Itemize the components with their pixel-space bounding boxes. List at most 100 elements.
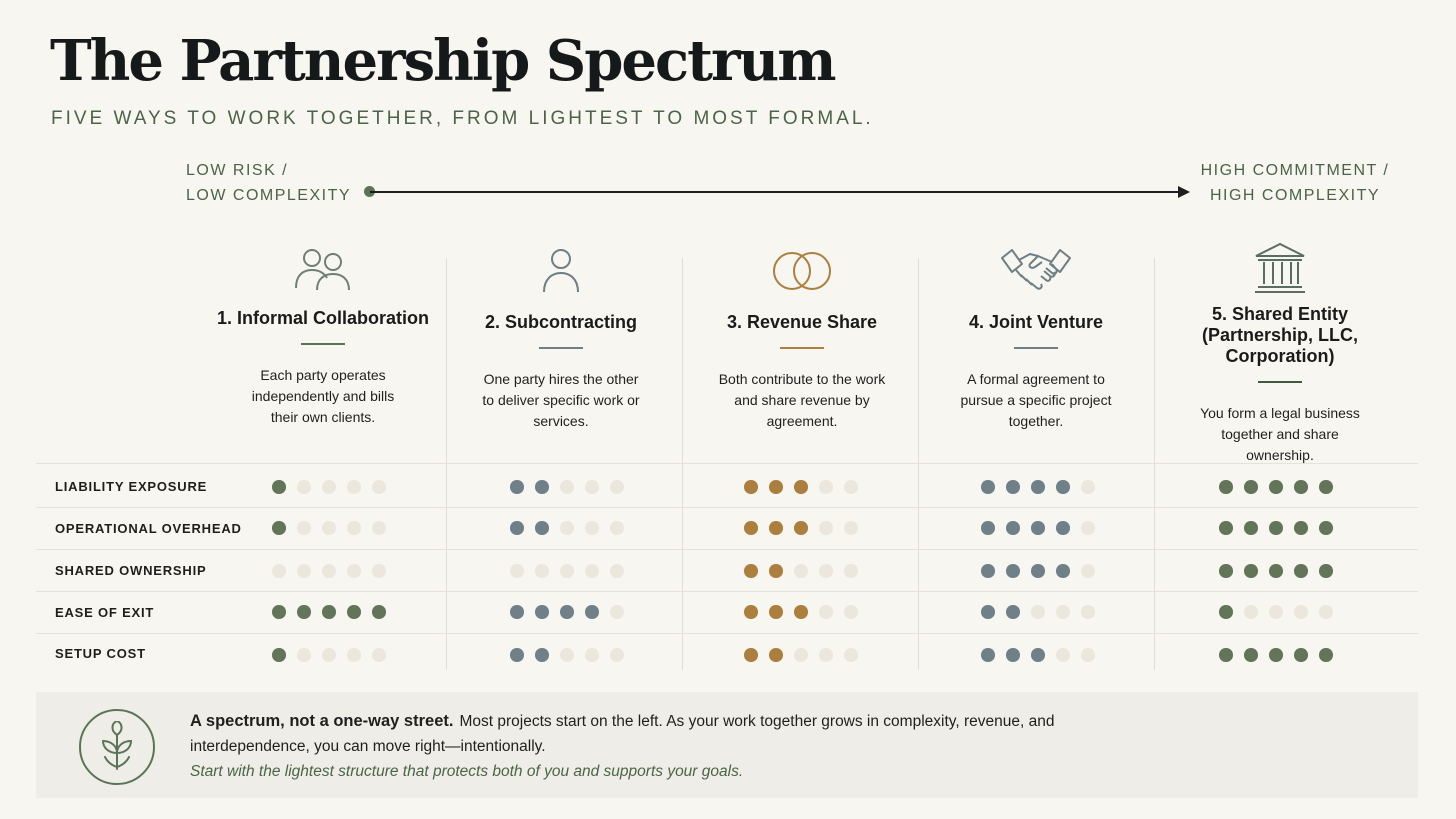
rating-dot-filled <box>744 521 758 535</box>
rating-dot-empty <box>272 564 286 578</box>
rating-dot-empty <box>560 521 574 535</box>
rating-dot-filled <box>585 605 599 619</box>
rating-dot-filled <box>1319 521 1333 535</box>
rating-dot-filled <box>1244 564 1258 578</box>
rating-dot-filled <box>769 521 783 535</box>
rating-dot-filled <box>510 648 524 662</box>
row-divider <box>36 507 1418 508</box>
rating-dot-filled <box>1269 480 1283 494</box>
callout-body: Most projects start on the left. As your… <box>190 713 1055 755</box>
column-title: 4. Joint Venture <box>968 312 1104 332</box>
rating-dots <box>981 480 1095 494</box>
rating-dot-filled <box>272 521 286 535</box>
axis-left-label: LOW RISK / LOW COMPLEXITY <box>186 158 351 208</box>
rating-dots <box>1219 564 1333 578</box>
column-divider <box>682 258 683 670</box>
rating-dot-empty <box>560 480 574 494</box>
rating-dot-empty <box>844 648 858 662</box>
rating-dots <box>1219 648 1333 662</box>
rating-dots <box>510 564 624 578</box>
rating-dot-filled <box>1294 480 1308 494</box>
rating-dot-filled <box>1006 564 1020 578</box>
rating-dot-empty <box>819 605 833 619</box>
rating-dot-filled <box>981 564 995 578</box>
rating-dot-filled <box>794 480 808 494</box>
column-title: 2. Subcontracting <box>484 312 637 332</box>
rating-dot-empty <box>819 480 833 494</box>
column-shared-entity: 5. Shared Entity (Partnership, LLC, Corp… <box>1162 242 1398 466</box>
column-rule <box>1258 381 1302 383</box>
rating-dot-filled <box>1319 564 1333 578</box>
row-label-ease-of-exit: EASE OF EXIT <box>55 605 155 620</box>
axis-line <box>370 191 1182 193</box>
rating-dot-filled <box>769 564 783 578</box>
rating-dot-filled <box>1269 564 1283 578</box>
rating-dot-filled <box>769 480 783 494</box>
column-description: Each party operates independently and bi… <box>251 367 395 425</box>
rating-dot-filled <box>744 564 758 578</box>
axis-arrowhead <box>1178 186 1190 198</box>
rating-dots <box>272 605 386 619</box>
rating-dot-empty <box>610 605 624 619</box>
rating-dot-empty <box>585 480 599 494</box>
rating-dot-empty <box>610 480 624 494</box>
column-subcontracting: 2. Subcontracting One party hires the ot… <box>443 242 679 432</box>
rating-dot-filled <box>272 605 286 619</box>
rating-dot-empty <box>297 648 311 662</box>
rating-dot-filled <box>1219 605 1233 619</box>
column-description: A formal agreement to pursue a specific … <box>960 371 1112 429</box>
callout-icon-badge <box>79 709 155 785</box>
rating-dot-filled <box>510 521 524 535</box>
rating-dot-filled <box>1219 480 1233 494</box>
row-divider <box>36 549 1418 550</box>
handshake-icon <box>1001 249 1071 290</box>
rating-dot-empty <box>297 564 311 578</box>
rating-dot-empty <box>585 564 599 578</box>
column-rule <box>301 343 345 345</box>
callout-heading: A spectrum, not a one-way street. <box>190 712 454 730</box>
callout-text: A spectrum, not a one-way street. Most pr… <box>190 709 1070 784</box>
column-rule <box>780 347 824 349</box>
person-icon <box>543 249 579 293</box>
column-title: 5. Shared Entity (Partnership, LLC, Corp… <box>1201 304 1358 366</box>
rating-dot-filled <box>1269 648 1283 662</box>
rating-dot-filled <box>535 648 549 662</box>
rating-dot-empty <box>1056 648 1070 662</box>
column-informal-collaboration: 1. Informal Collaboration Each party ope… <box>205 242 441 428</box>
rating-dots <box>272 564 386 578</box>
rings-icon <box>773 252 831 290</box>
rating-dots <box>1219 521 1333 535</box>
rating-dot-filled <box>1006 605 1020 619</box>
rating-dots <box>981 564 1095 578</box>
rating-dot-empty <box>794 564 808 578</box>
column-divider <box>918 258 919 670</box>
rating-dot-empty <box>844 564 858 578</box>
rating-dot-filled <box>510 605 524 619</box>
rating-dot-filled <box>535 480 549 494</box>
rating-dot-filled <box>1031 564 1045 578</box>
axis-start-dot <box>364 186 375 197</box>
rating-dot-empty <box>322 648 336 662</box>
rating-dot-filled <box>1006 480 1020 494</box>
rating-dot-filled <box>1006 521 1020 535</box>
row-label-setup-cost: SETUP COST <box>55 646 146 661</box>
rating-dot-filled <box>1031 648 1045 662</box>
rating-dot-filled <box>272 480 286 494</box>
callout-panel <box>36 692 1418 798</box>
rating-dot-filled <box>535 605 549 619</box>
rating-dot-empty <box>1031 605 1045 619</box>
rating-dot-filled <box>981 648 995 662</box>
rating-dot-empty <box>322 480 336 494</box>
rating-dot-filled <box>981 521 995 535</box>
rating-dot-empty <box>610 564 624 578</box>
axis-right-label: HIGH COMMITMENT / HIGH COMPLEXITY <box>1190 158 1400 208</box>
rating-dots <box>744 648 858 662</box>
rating-dot-empty <box>347 648 361 662</box>
column-title: 1. Informal Collaboration <box>216 308 430 328</box>
row-label-liability-exposure: LIABILITY EXPOSURE <box>55 479 208 494</box>
rating-dot-filled <box>560 605 574 619</box>
rating-dots <box>981 648 1095 662</box>
row-divider <box>36 633 1418 634</box>
rating-dot-filled <box>535 521 549 535</box>
rating-dot-empty <box>347 564 361 578</box>
